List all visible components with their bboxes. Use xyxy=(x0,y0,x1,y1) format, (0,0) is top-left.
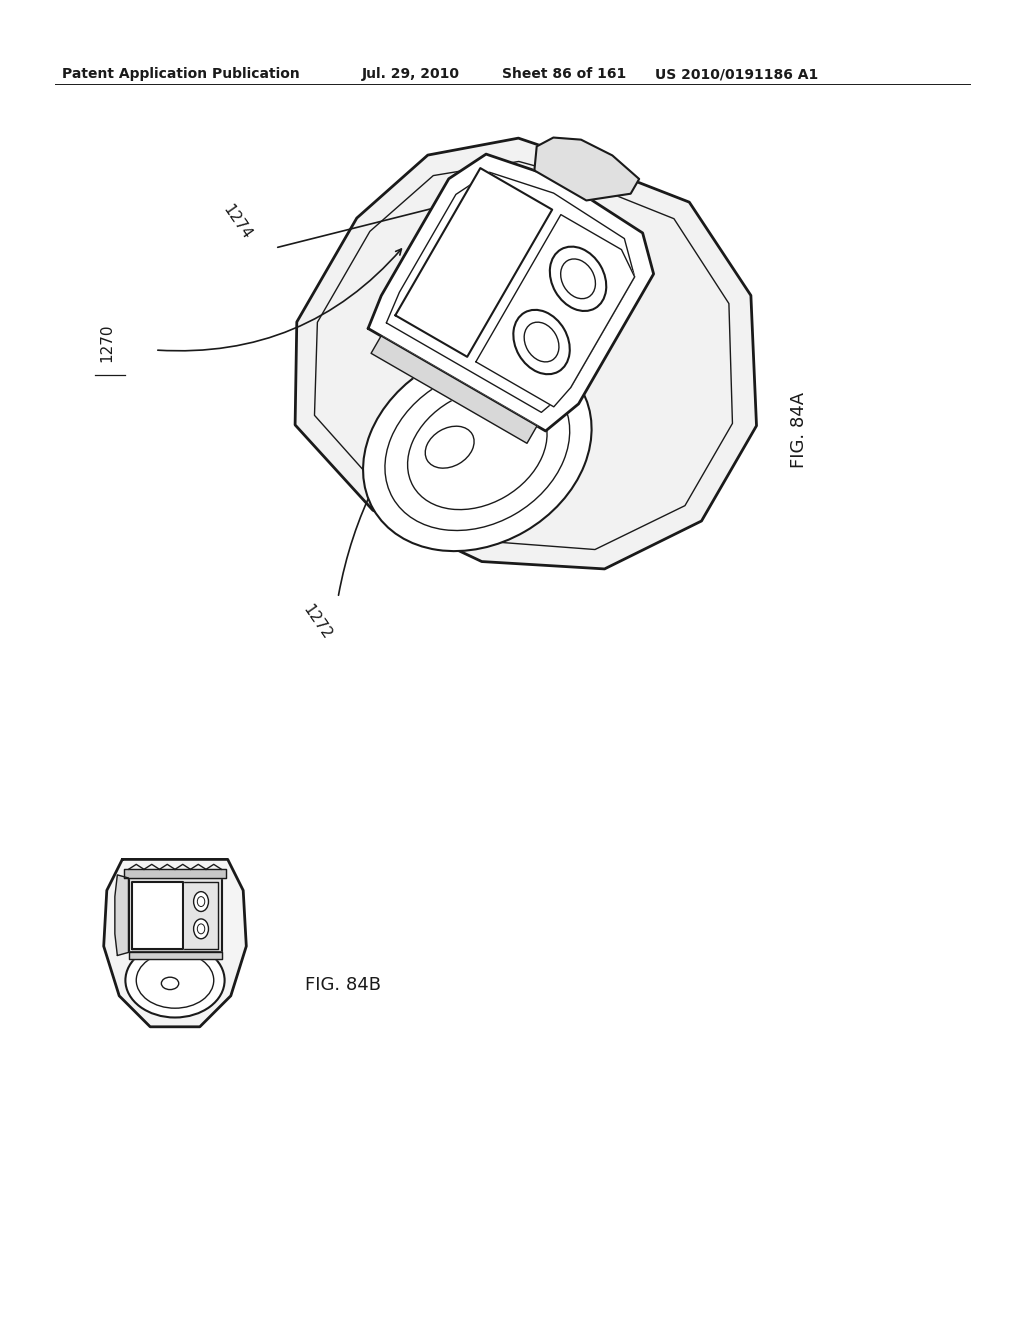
Text: Sheet 86 of 161: Sheet 86 of 161 xyxy=(502,67,627,81)
Polygon shape xyxy=(132,882,183,949)
Ellipse shape xyxy=(550,247,606,312)
Text: US 2010/0191186 A1: US 2010/0191186 A1 xyxy=(655,67,818,81)
Ellipse shape xyxy=(364,347,592,552)
Polygon shape xyxy=(368,154,653,432)
Ellipse shape xyxy=(136,953,214,1008)
Text: FIG. 84A: FIG. 84A xyxy=(790,392,808,469)
Ellipse shape xyxy=(162,977,179,990)
Ellipse shape xyxy=(198,896,205,907)
Polygon shape xyxy=(476,215,635,407)
Polygon shape xyxy=(295,139,757,569)
Text: FIG. 84B: FIG. 84B xyxy=(305,975,381,994)
Text: Patent Application Publication: Patent Application Publication xyxy=(62,67,300,81)
Ellipse shape xyxy=(194,919,209,939)
Polygon shape xyxy=(128,953,221,958)
Text: Jul. 29, 2010: Jul. 29, 2010 xyxy=(362,67,460,81)
Polygon shape xyxy=(115,875,128,956)
Text: 1272: 1272 xyxy=(300,602,335,642)
Ellipse shape xyxy=(425,426,474,469)
Ellipse shape xyxy=(524,322,559,362)
Polygon shape xyxy=(535,137,639,201)
Polygon shape xyxy=(128,878,221,953)
Polygon shape xyxy=(395,168,552,356)
Text: 1274: 1274 xyxy=(220,202,254,242)
Ellipse shape xyxy=(198,924,205,933)
Text: 1270: 1270 xyxy=(99,323,115,362)
Ellipse shape xyxy=(385,368,569,531)
Ellipse shape xyxy=(194,891,209,912)
Ellipse shape xyxy=(408,389,547,510)
Polygon shape xyxy=(103,859,247,1027)
Ellipse shape xyxy=(125,942,224,1018)
Polygon shape xyxy=(124,870,226,878)
Polygon shape xyxy=(371,337,537,444)
Ellipse shape xyxy=(561,259,595,298)
Ellipse shape xyxy=(513,310,569,374)
